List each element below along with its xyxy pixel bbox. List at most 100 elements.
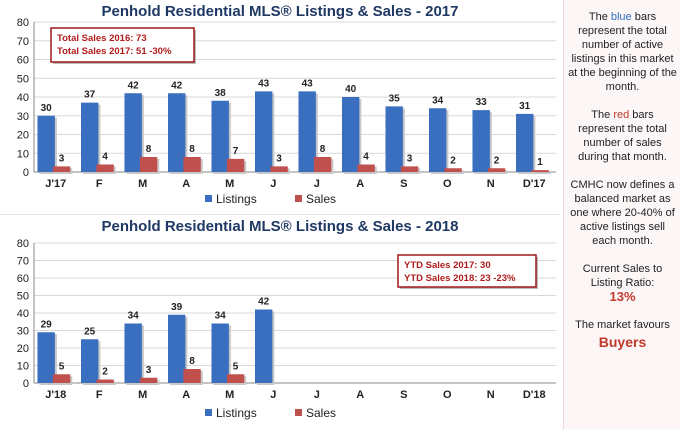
x-tick-label: M: [225, 389, 234, 401]
x-tick-label: F: [96, 389, 103, 401]
x-tick-label: J'17: [45, 178, 66, 190]
y-tick-label: 80: [17, 17, 29, 29]
x-tick-label: D'17: [523, 178, 546, 190]
ratio-value: 13%: [609, 289, 636, 304]
bar-listings: [428, 108, 447, 172]
bar-listings: [80, 339, 99, 383]
x-tick-label: J'18: [45, 389, 66, 401]
data-label-listings: 29: [41, 319, 53, 330]
y-tick-label: 50: [17, 291, 29, 303]
legend-swatch-sales: [295, 409, 302, 416]
y-tick-label: 30: [17, 326, 29, 338]
bar-chart-2017: 01020304050607080J'17303F374M428A428M387…: [17, 17, 556, 206]
blue-word: blue: [610, 11, 632, 23]
text: The: [588, 11, 611, 23]
x-tick-label: M: [225, 178, 234, 190]
market-favours-label: The market favours: [575, 319, 670, 331]
x-tick-label: M: [138, 178, 147, 190]
legend-swatch-sales: [295, 195, 302, 202]
bar-listings: [515, 113, 534, 172]
listings-explanation: The blue bars represent the total number…: [568, 10, 677, 94]
bar-listings: [298, 91, 316, 172]
bar-sales: [444, 168, 462, 172]
data-label-listings: 31: [519, 101, 531, 112]
data-label-sales: 2: [102, 367, 108, 378]
x-tick-label: D'18: [523, 389, 546, 401]
bar-sales: [313, 157, 332, 172]
y-tick-label: 40: [17, 92, 29, 104]
bar-sales: [96, 164, 114, 172]
x-tick-label: A: [182, 389, 190, 401]
bar-sales: [183, 369, 201, 383]
data-label-listings: 35: [389, 93, 401, 104]
data-label-listings: 25: [84, 326, 96, 337]
bar-sales: [52, 374, 71, 383]
bar-listings: [124, 93, 142, 172]
bar-listings: [167, 93, 186, 172]
sales-explanation: The red bars represent the total number …: [568, 108, 677, 164]
data-label-sales: 8: [146, 144, 152, 155]
annotation-line-2: Total Sales 2017: 51 -30%: [57, 46, 172, 57]
cmhc-definition: CMHC now defines a balanced market as on…: [570, 179, 675, 247]
chart-title: Penhold Residential MLS® Listings & Sale…: [101, 3, 459, 20]
x-tick-label: J: [314, 178, 320, 190]
chart-panel-2018: Penhold Residential MLS® Listings & Sale…: [0, 214, 560, 430]
bar-shadow: [489, 170, 508, 174]
data-label-sales: 3: [146, 365, 152, 376]
bar-listings: [254, 91, 273, 172]
bar-sales: [139, 377, 158, 383]
y-tick-label: 20: [17, 343, 29, 355]
x-tick-label: O: [443, 178, 452, 190]
bar-shadow: [98, 381, 116, 385]
data-label-sales: 7: [233, 146, 239, 157]
y-tick-label: 60: [17, 273, 29, 285]
data-label-sales: 8: [189, 144, 195, 155]
x-tick-label: A: [356, 389, 364, 401]
y-tick-label: 60: [17, 55, 29, 67]
bar-listings: [124, 323, 142, 383]
annotation-line-2: YTD Sales 2018: 23 -23%: [404, 273, 516, 284]
chart-title: Penhold Residential MLS® Listings & Sale…: [101, 218, 459, 235]
bar-sales: [52, 166, 71, 172]
y-tick-label: 0: [23, 167, 29, 179]
bar-shadow: [533, 172, 551, 174]
data-label-sales: 4: [102, 152, 108, 163]
data-label-listings: 33: [476, 97, 488, 108]
bar-listings: [385, 106, 403, 172]
data-label-listings: 43: [302, 78, 314, 89]
legend-swatch-listings: [205, 195, 212, 202]
annotation-line-1: Total Sales 2016: 73: [57, 33, 147, 44]
bar-sales: [270, 166, 288, 172]
data-label-sales: 3: [407, 153, 413, 164]
y-tick-label: 30: [17, 111, 29, 123]
data-label-listings: 42: [128, 80, 140, 91]
y-tick-label: 0: [23, 378, 29, 390]
y-tick-label: 80: [17, 238, 29, 250]
data-label-sales: 3: [59, 153, 65, 164]
x-tick-label: J: [314, 389, 320, 401]
bar-listings: [211, 323, 229, 383]
data-label-sales: 5: [233, 361, 239, 372]
bar-listings: [211, 100, 229, 172]
market-favours-value: Buyers: [598, 334, 647, 350]
legend-swatch-listings: [205, 409, 212, 416]
annotation-line-1: YTD Sales 2017: 30: [404, 260, 491, 271]
x-tick-label: N: [487, 178, 495, 190]
legend-label-sales: Sales: [306, 406, 336, 420]
bar-sales: [183, 157, 201, 172]
data-label-listings: 34: [215, 311, 227, 322]
data-label-listings: 42: [258, 297, 270, 308]
data-label-listings: 30: [41, 103, 53, 114]
y-tick-label: 70: [17, 36, 29, 48]
bar-sales: [226, 374, 245, 383]
data-label-listings: 42: [171, 80, 183, 91]
chart-panel-2017: Penhold Residential MLS® Listings & Sale…: [0, 0, 560, 210]
data-label-sales: 4: [363, 152, 369, 163]
bar-sales: [96, 379, 114, 383]
bar-listings: [341, 97, 360, 172]
y-tick-label: 10: [17, 148, 29, 160]
bar-listings: [37, 332, 55, 383]
data-label-listings: 38: [215, 88, 227, 99]
x-tick-label: S: [400, 389, 407, 401]
y-tick-label: 20: [17, 130, 29, 142]
